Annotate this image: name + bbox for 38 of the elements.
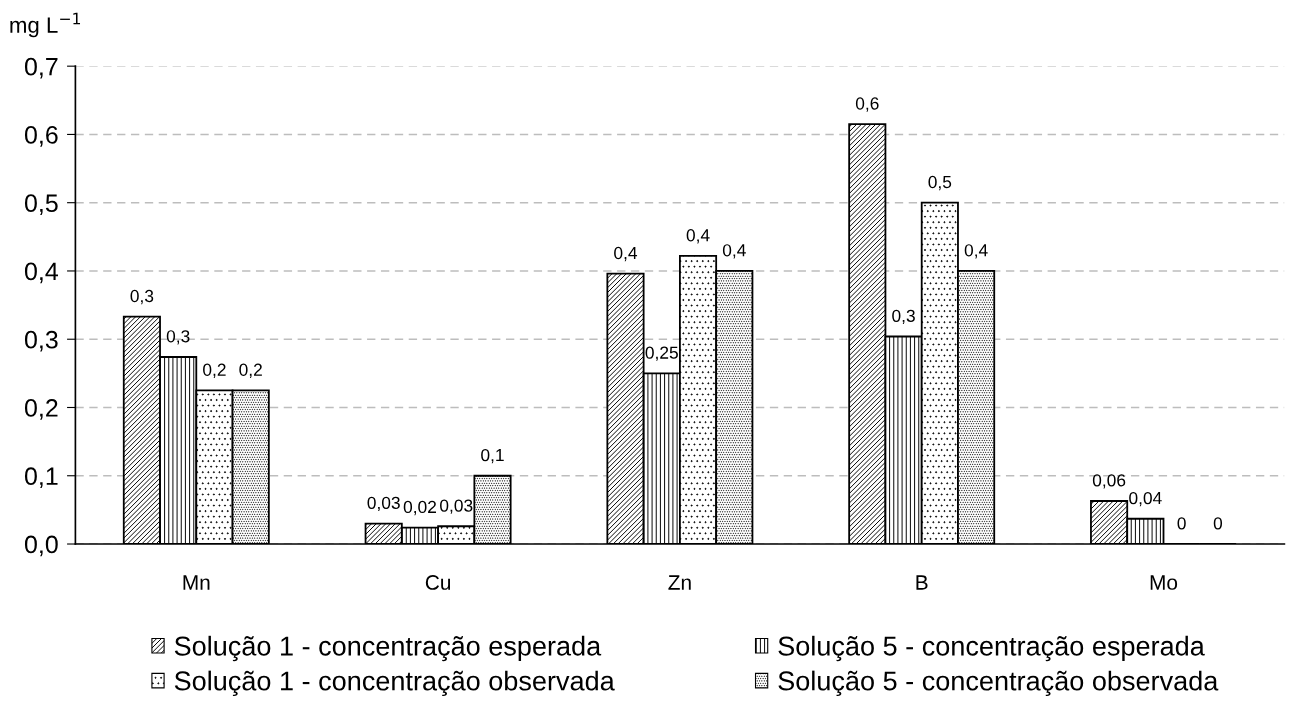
y-tick-label: 0,2 [24,399,58,420]
y-tick-label: 0,4 [24,262,58,284]
x-tick-label: B [916,575,928,590]
data-label: 0 [1177,517,1186,530]
data-label: 0,5 [928,175,952,191]
y-tick-label: 0,5 [24,194,58,215]
data-label: 0,2 [239,363,262,378]
data-label: 0,4 [686,229,710,244]
data-label: 0,6 [855,97,879,112]
y-tick-label: 0,6 [24,126,58,147]
data-label: 0,3 [892,309,915,324]
y-tick-label: 0,1 [24,467,58,489]
legend-label: Solução 5 - concentração observada [778,670,1219,696]
data-label: 0,4 [964,244,988,259]
data-label: 0,03 [440,499,473,514]
data-label: 0,02 [403,500,436,516]
x-tick-label: Cu [425,575,451,590]
legend-label: Solução 1 - concentração observada [174,670,615,696]
x-tick-label: Zn [668,575,691,590]
data-label: 0,04 [1129,491,1162,507]
x-tick-label: Mn [183,575,210,590]
legend-label: Solução 1 - concentração esperada [174,635,602,662]
data-label: 0 [1213,517,1223,530]
data-label: 0,4 [722,244,746,259]
data-label: 0,2 [203,363,226,378]
data-label: 0,06 [1092,474,1126,489]
x-tick-label: Mo [1150,575,1178,590]
data-label: 0,3 [130,289,154,305]
y-tick-label: 0,3 [24,330,58,352]
data-label: 0,4 [614,246,638,262]
data-label: 0,1 [481,448,504,464]
data-label: 0,3 [166,330,190,345]
y-tick-label: 0,7 [24,57,58,79]
data-label: 0,03 [367,496,400,512]
y-tick-label: 0,0 [24,535,58,557]
y-axis-title: mg L$^{−1}$ [10,12,81,38]
data-label: 0,25 [645,346,678,361]
legend-label: Solução 5 - concentração esperada [778,635,1205,662]
